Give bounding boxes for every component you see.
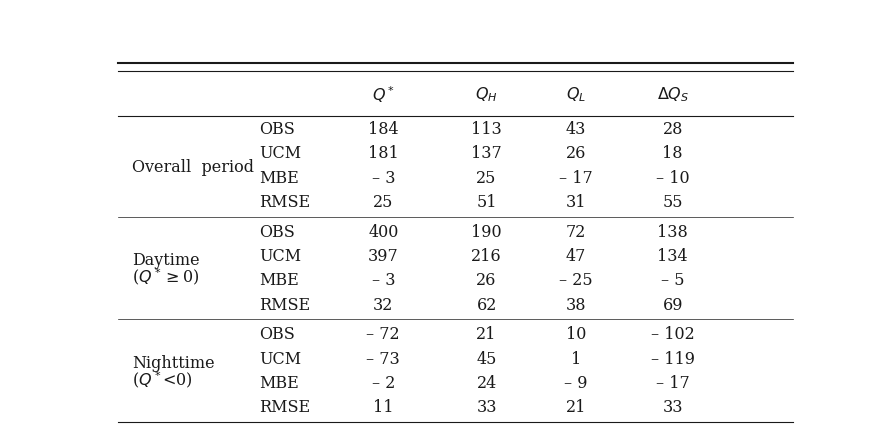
- Text: 21: 21: [566, 399, 587, 417]
- Text: – 9: – 9: [565, 375, 588, 392]
- Text: $Q_L$: $Q_L$: [566, 85, 586, 104]
- Text: UCM: UCM: [260, 351, 301, 368]
- Text: 1: 1: [571, 351, 581, 368]
- Text: – 17: – 17: [559, 170, 593, 187]
- Text: 134: 134: [657, 248, 688, 265]
- Text: 137: 137: [471, 145, 502, 162]
- Text: 24: 24: [477, 375, 497, 392]
- Text: OBS: OBS: [260, 121, 295, 138]
- Text: 25: 25: [373, 194, 394, 211]
- Text: – 72: – 72: [366, 326, 400, 343]
- Text: Overall  period: Overall period: [132, 159, 253, 176]
- Text: 10: 10: [566, 326, 587, 343]
- Text: 69: 69: [662, 297, 683, 313]
- Text: ($Q^*\geq$0): ($Q^*\geq$0): [132, 266, 199, 287]
- Text: UCM: UCM: [260, 145, 301, 162]
- Text: 18: 18: [662, 145, 683, 162]
- Text: 21: 21: [477, 326, 497, 343]
- Text: 31: 31: [566, 194, 587, 211]
- Text: 62: 62: [477, 297, 497, 313]
- Text: Daytime: Daytime: [132, 252, 199, 269]
- Text: – 3: – 3: [372, 170, 395, 187]
- Text: MBE: MBE: [260, 170, 299, 187]
- Text: – 10: – 10: [656, 170, 690, 187]
- Text: 400: 400: [368, 224, 398, 241]
- Text: 184: 184: [368, 121, 398, 138]
- Text: MBE: MBE: [260, 375, 299, 392]
- Text: 43: 43: [566, 121, 587, 138]
- Text: $\Delta Q_S$: $\Delta Q_S$: [656, 85, 689, 104]
- Text: – 25: – 25: [559, 272, 593, 289]
- Text: $Q_H$: $Q_H$: [476, 85, 498, 104]
- Text: UCM: UCM: [260, 248, 301, 265]
- Text: 113: 113: [471, 121, 502, 138]
- Text: 33: 33: [477, 399, 497, 417]
- Text: Nighttime: Nighttime: [132, 355, 214, 372]
- Text: 33: 33: [662, 399, 683, 417]
- Text: 26: 26: [477, 272, 497, 289]
- Text: 51: 51: [477, 194, 497, 211]
- Text: MBE: MBE: [260, 272, 299, 289]
- Text: 28: 28: [662, 121, 683, 138]
- Text: – 73: – 73: [366, 351, 400, 368]
- Text: OBS: OBS: [260, 224, 295, 241]
- Text: – 3: – 3: [372, 272, 395, 289]
- Text: – 102: – 102: [651, 326, 694, 343]
- Text: 397: 397: [368, 248, 398, 265]
- Text: – 119: – 119: [651, 351, 694, 368]
- Text: – 17: – 17: [656, 375, 690, 392]
- Text: ($Q^*$<0): ($Q^*$<0): [132, 369, 193, 390]
- Text: RMSE: RMSE: [260, 399, 310, 417]
- Text: 38: 38: [566, 297, 587, 313]
- Text: 25: 25: [477, 170, 497, 187]
- Text: $Q^*$: $Q^*$: [372, 84, 395, 105]
- Text: 45: 45: [477, 351, 497, 368]
- Text: 11: 11: [373, 399, 394, 417]
- Text: 32: 32: [373, 297, 394, 313]
- Text: 55: 55: [662, 194, 683, 211]
- Text: 72: 72: [566, 224, 587, 241]
- Text: 190: 190: [471, 224, 502, 241]
- Text: 138: 138: [657, 224, 688, 241]
- Text: 216: 216: [471, 248, 502, 265]
- Text: RMSE: RMSE: [260, 194, 310, 211]
- Text: – 5: – 5: [661, 272, 685, 289]
- Text: 26: 26: [566, 145, 587, 162]
- Text: RMSE: RMSE: [260, 297, 310, 313]
- Text: OBS: OBS: [260, 326, 295, 343]
- Text: 181: 181: [368, 145, 398, 162]
- Text: – 2: – 2: [372, 375, 395, 392]
- Text: 47: 47: [566, 248, 587, 265]
